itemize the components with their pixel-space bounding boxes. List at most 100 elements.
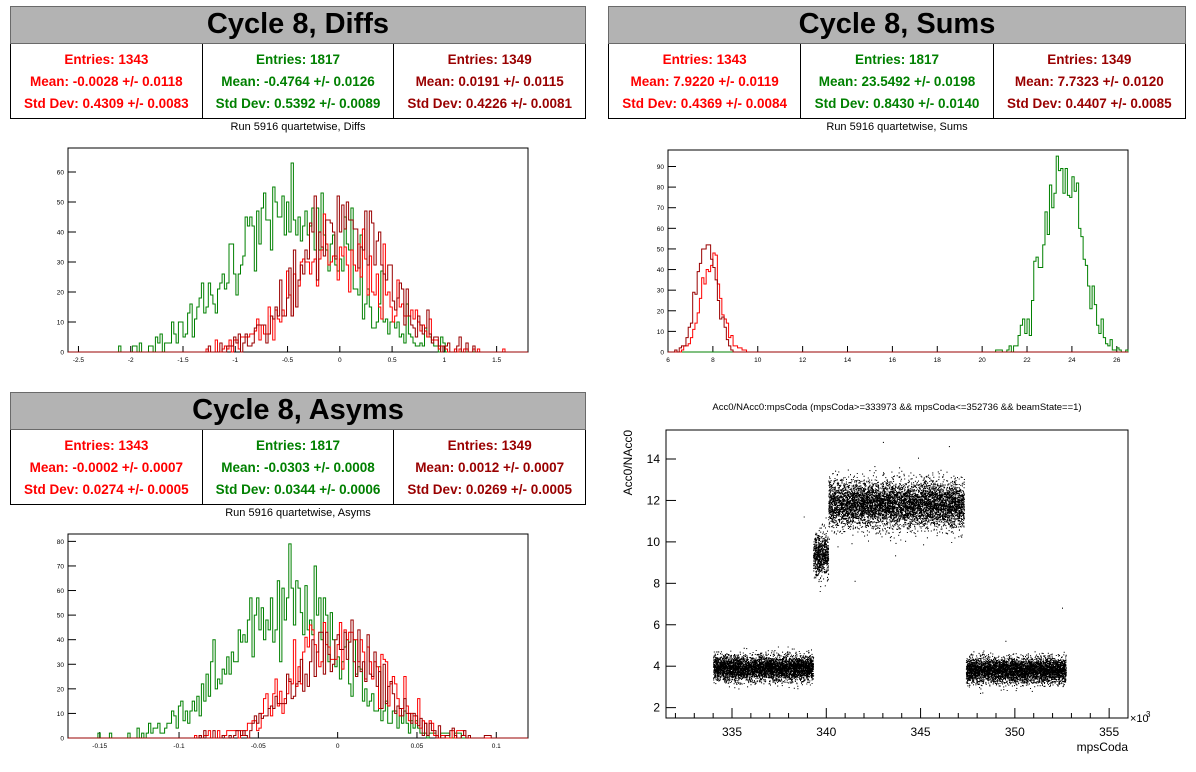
y-tick-label: 20 <box>657 308 665 315</box>
entries-text: Entries: 1817 <box>854 51 940 67</box>
sums-stats-green: Entries: 1817 Mean: 23.5492 +/- 0.0198 S… <box>801 44 994 118</box>
histogram-series-1 <box>668 252 1128 353</box>
entries-text: Entries: 1343 <box>64 437 149 453</box>
asyms-subtitle: Run 5916 quartetwise, Asyms <box>225 507 371 519</box>
entries-text: Entries: 1349 <box>447 51 532 67</box>
asyms-stats-darkred: Entries: 1349 Mean: 0.0012 +/- 0.0007 St… <box>394 430 585 504</box>
diffs-title: Cycle 8, Diffs <box>10 6 586 44</box>
diffs-stats-darkred: Entries: 1349 Mean: 0.0191 +/- 0.0115 St… <box>394 44 585 118</box>
std-text: Std Dev: 0.4407 +/- 0.0085 <box>1006 95 1172 111</box>
scatter-title: Acc0/NAcc0:mpsCoda (mpsCoda>=333973 && m… <box>712 402 1082 413</box>
x-tick-label: 340 <box>816 725 836 739</box>
std-text: Std Dev: 0.8430 +/- 0.0140 <box>814 95 980 111</box>
mean-text: Mean: 7.7323 +/- 0.0120 <box>1014 73 1164 89</box>
x-tick-label: 0.05 <box>411 743 424 750</box>
y-tick-label: 10 <box>57 320 65 327</box>
diffs-stats-box: Entries: 1343 Mean: -0.0028 +/- 0.0118 S… <box>10 44 586 119</box>
asyms-stats-green: Entries: 1817 Mean: -0.0303 +/- 0.0008 S… <box>203 430 395 504</box>
y-axis-label: Acc0/NAcc0 <box>621 430 635 496</box>
histogram-series-2 <box>68 619 528 739</box>
asyms-title: Cycle 8, Asyms <box>10 392 586 430</box>
diffs-stats-red: Entries: 1343 Mean: -0.0028 +/- 0.0118 S… <box>11 44 203 118</box>
mean-text: Mean: -0.0002 +/- 0.0007 <box>29 459 184 475</box>
mean-text: Mean: 0.0191 +/- 0.0115 <box>415 73 564 89</box>
x-tick-label: 0.5 <box>388 357 397 364</box>
y-tick-label: 4 <box>653 659 660 673</box>
std-text: Std Dev: 0.5392 +/- 0.0089 <box>215 95 381 111</box>
mean-text: Mean: -0.4764 +/- 0.0126 <box>221 73 375 89</box>
x-tick-label: -0.05 <box>251 743 266 750</box>
x-tick-label: 345 <box>911 725 931 739</box>
sums-title: Cycle 8, Sums <box>608 6 1186 44</box>
x-tick-label: 355 <box>1099 725 1119 739</box>
x-multiplier-exponent: 3 <box>1146 710 1151 719</box>
asyms-stats-box: Entries: 1343 Mean: -0.0002 +/- 0.0007 S… <box>10 430 586 505</box>
sums-stats-red: Entries: 1343 Mean: 7.9220 +/- 0.0119 St… <box>609 44 802 118</box>
histogram-series-2 <box>68 195 528 353</box>
histogram-series-2 <box>668 244 1128 353</box>
x-tick-label: -0.5 <box>282 357 294 364</box>
diffs-histogram: 0 10 20 30 40 50 60 -2.5 -2 -1.5 -1 -0.5 0 0.5 1 1.5 <box>57 147 529 364</box>
scatter-points <box>713 441 1067 694</box>
x-tick-label: -0.15 <box>92 743 107 750</box>
x-tick-label: 16 <box>889 357 897 364</box>
x-tick-label: 0 <box>336 743 340 750</box>
asyms-stats-red: Entries: 1343 Mean: -0.0002 +/- 0.0007 S… <box>11 430 203 504</box>
sums-stats-box: Entries: 1343 Mean: 7.9220 +/- 0.0119 St… <box>608 44 1186 119</box>
mean-text: Mean: 7.9220 +/- 0.0119 <box>630 73 779 89</box>
x-multiplier: ×10 <box>1130 713 1149 725</box>
entries-text: Entries: 1817 <box>255 51 341 67</box>
y-tick-label: 90 <box>657 164 665 171</box>
entries-text: Entries: 1349 <box>1047 51 1132 67</box>
diffs-subtitle: Run 5916 quartetwise, Diffs <box>230 121 366 133</box>
sums-stats-darkred: Entries: 1349 Mean: 7.7323 +/- 0.0120 St… <box>994 44 1185 118</box>
y-tick-label: 2 <box>653 701 660 715</box>
y-tick-label: 30 <box>57 260 65 267</box>
entries-text: Entries: 1817 <box>255 437 341 453</box>
std-text: Std Dev: 0.0269 +/- 0.0005 <box>407 481 573 497</box>
x-tick-label: 6 <box>666 357 670 364</box>
x-axis-label: mpsCoda <box>1077 740 1129 754</box>
x-tick-label: 26 <box>1113 357 1121 364</box>
y-tick-label: 0 <box>660 350 664 357</box>
asyms-histogram: 0 10 20 30 40 50 60 70 80 -0.15 -0.1 -0.05 0 0.05 0.1 <box>57 533 529 750</box>
x-tick-label: -0.1 <box>173 743 185 750</box>
plot-frame <box>665 429 1129 719</box>
histogram-series-0 <box>668 155 1129 353</box>
y-tick-label: 70 <box>57 563 65 570</box>
y-tick-label: 70 <box>657 205 665 212</box>
entries-text: Entries: 1349 <box>447 437 532 453</box>
y-tick-label: 40 <box>657 267 665 274</box>
histogram-series-0 <box>68 162 528 353</box>
y-tick-label: 8 <box>653 576 660 590</box>
entries-text: Entries: 1343 <box>662 51 747 67</box>
x-tick-label: 8 <box>711 357 715 364</box>
y-tick-label: 40 <box>57 637 65 644</box>
x-tick-label: 14 <box>844 357 852 364</box>
plot-frame <box>67 533 529 739</box>
x-tick-label: 12 <box>799 357 807 364</box>
x-tick-label: 20 <box>979 357 987 364</box>
x-tick-label: 22 <box>1023 357 1031 364</box>
y-tick-label: 40 <box>57 230 65 237</box>
y-tick-label: 30 <box>657 288 665 295</box>
mean-text: Mean: -0.0303 +/- 0.0008 <box>221 459 375 475</box>
x-tick-label: 0 <box>338 357 342 364</box>
diffs-stats-green: Entries: 1817 Mean: -0.4764 +/- 0.0126 S… <box>203 44 395 118</box>
y-tick-label: 10 <box>647 535 661 549</box>
x-tick-label: -1.5 <box>177 357 189 364</box>
std-text: Std Dev: 0.0344 +/- 0.0006 <box>215 481 381 497</box>
y-tick-label: 10 <box>657 329 665 336</box>
x-tick-label: 18 <box>934 357 942 364</box>
y-tick-label: 0 <box>60 350 64 357</box>
x-tick-label: 335 <box>722 725 742 739</box>
std-text: Std Dev: 0.4309 +/- 0.0083 <box>23 95 189 111</box>
y-tick-label: 60 <box>57 170 65 177</box>
y-tick-label: 80 <box>57 539 65 546</box>
x-tick-label: 1.5 <box>492 357 501 364</box>
std-text: Std Dev: 0.4369 +/- 0.0084 <box>622 95 788 111</box>
x-tick-label: 1 <box>443 357 447 364</box>
y-tick-label: 60 <box>657 226 665 233</box>
plot-frame <box>67 147 529 353</box>
